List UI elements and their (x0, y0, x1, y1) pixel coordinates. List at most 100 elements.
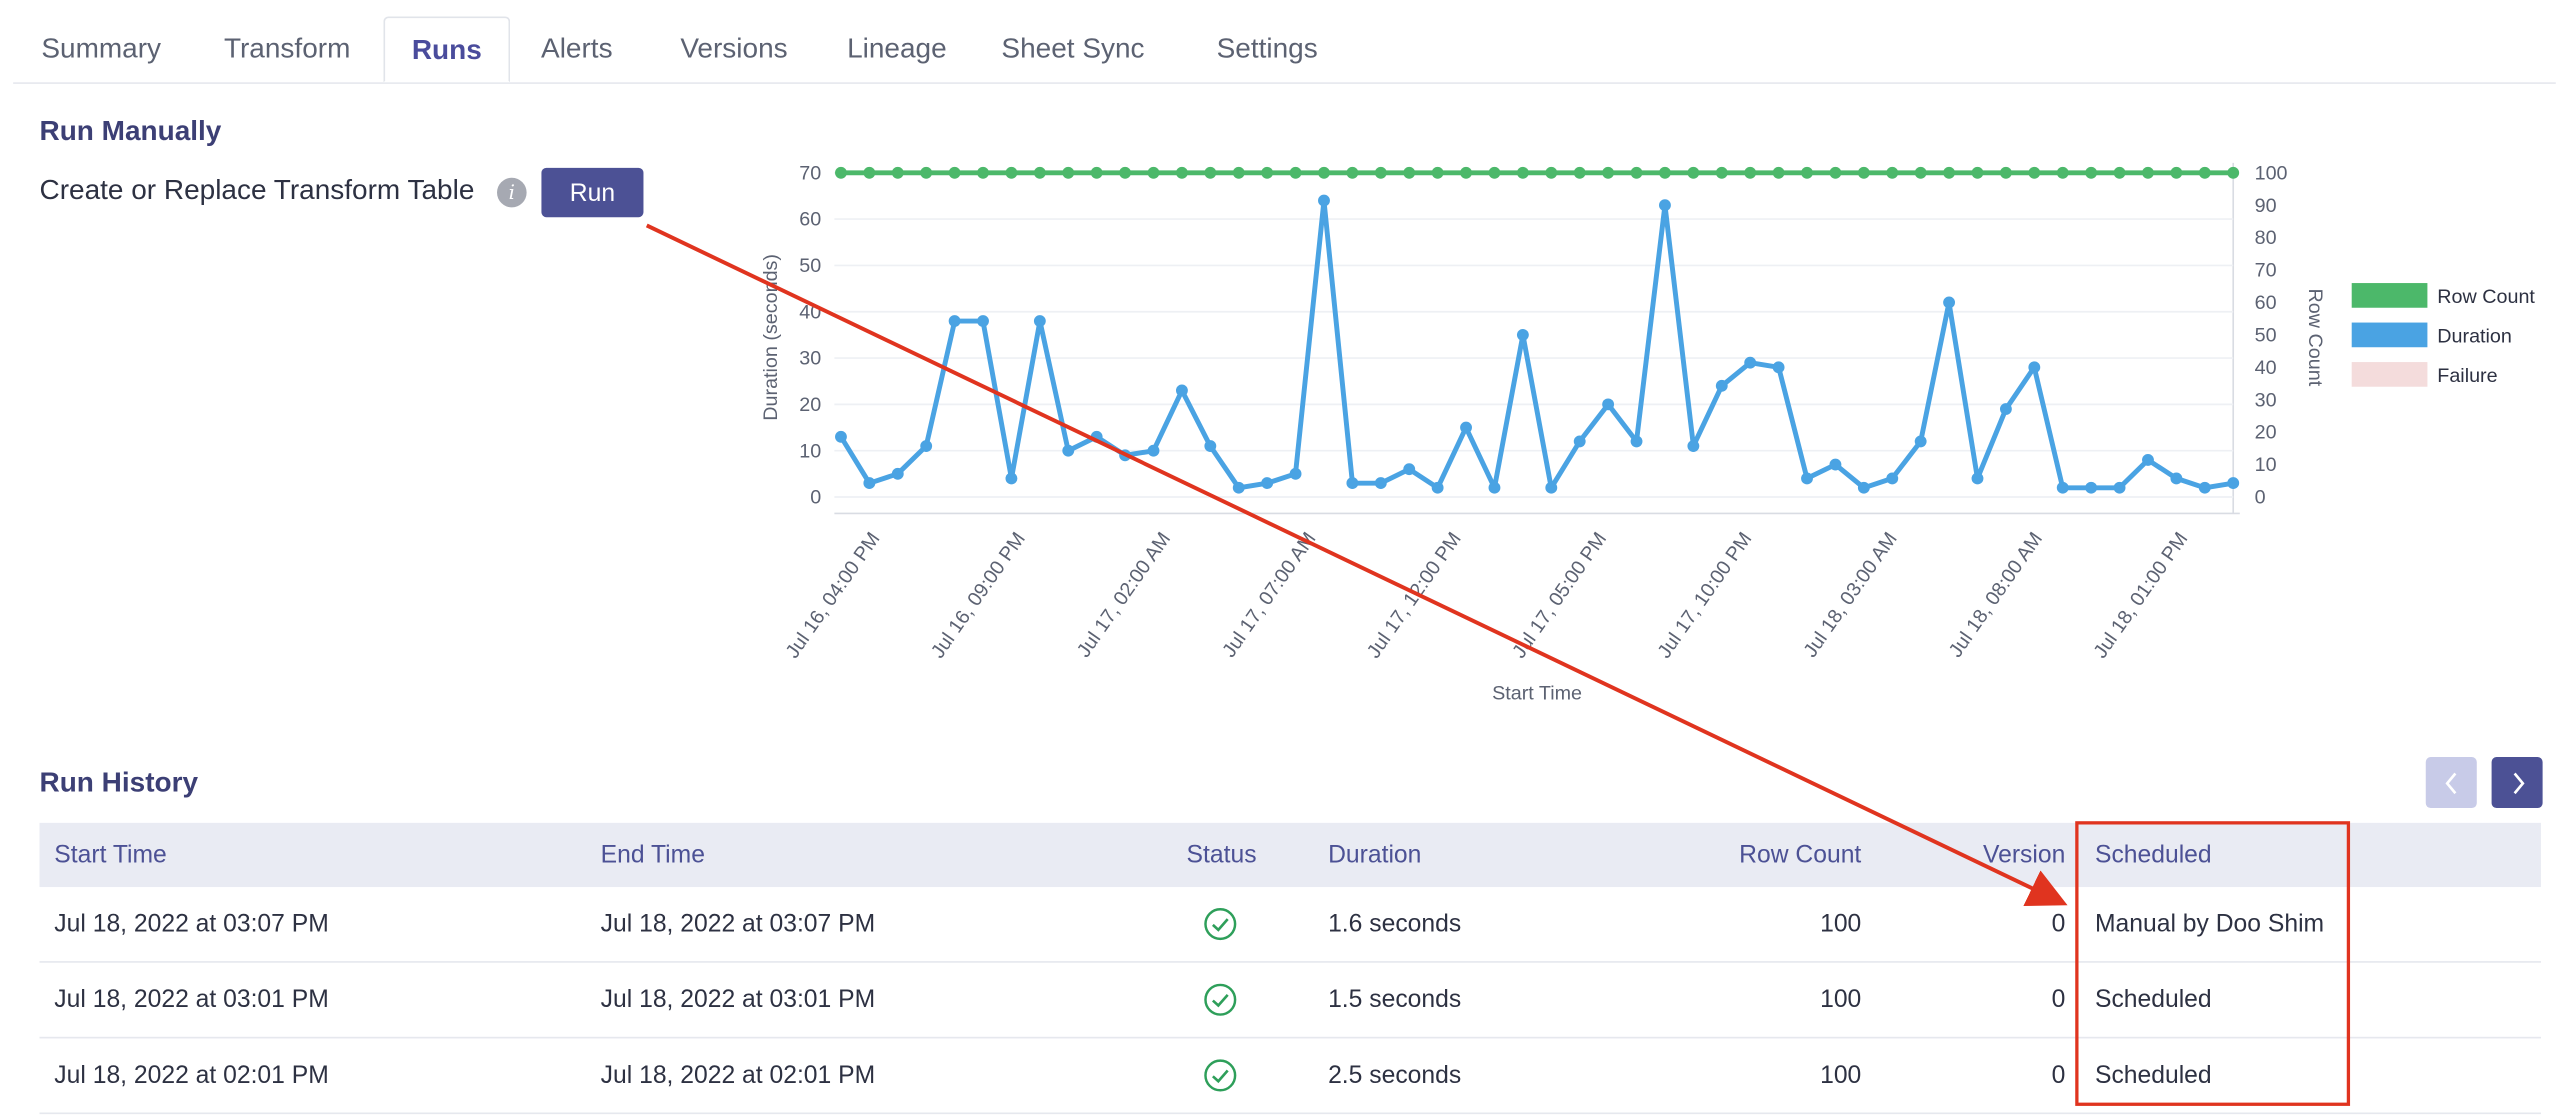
row-count-point (1715, 166, 1728, 179)
duration-point (2142, 454, 2154, 466)
row-count-point (1772, 166, 1785, 179)
tab-lineage[interactable]: Lineage (847, 32, 947, 65)
row-count-point (1175, 166, 1188, 179)
y2-tick-label: 0 (2255, 487, 2266, 509)
x-tick-label: Jul 18, 08:00 AM (1945, 528, 2047, 661)
row-count-point (1062, 166, 1075, 179)
y2-axis-title: Row Count (2304, 289, 2326, 387)
info-icon[interactable]: i (497, 177, 527, 208)
create-replace-label: Create or Replace Transform Table (39, 174, 475, 206)
col-end-time[interactable]: End Time (600, 840, 705, 869)
duration-point (1857, 481, 1870, 494)
x-tick-label: Jul 17, 05:00 PM (1508, 528, 1611, 662)
cell-start: Jul 18, 2022 at 03:01 PM (54, 985, 329, 1014)
row-count-point (1943, 166, 1956, 179)
cell-end: Jul 18, 2022 at 02:01 PM (600, 1061, 876, 1090)
row-count-point (2227, 166, 2240, 179)
row-count-point (948, 166, 961, 179)
duration-point (920, 440, 933, 452)
row-count-point (1999, 166, 2012, 179)
row-count-point (2113, 166, 2126, 179)
legend-label-row-count: Row Count (2437, 286, 2535, 308)
row-count-point (1801, 166, 1813, 179)
duration-point (835, 430, 847, 443)
duration-point (1772, 361, 1785, 374)
x-tick-label: Jul 17, 10:00 PM (1653, 528, 1756, 662)
row-count-point (1602, 166, 1615, 179)
row-count-point (1630, 166, 1643, 179)
duration-point (2028, 361, 2041, 374)
x-tick-label: Jul 17, 02:00 AM (1073, 528, 1175, 661)
tab-versions[interactable]: Versions (680, 32, 788, 65)
col-status[interactable]: Status (1186, 840, 1257, 869)
row-count-point (2056, 166, 2069, 179)
row-count-point (977, 166, 989, 179)
y2-tick-label: 60 (2255, 292, 2277, 314)
x-tick-label: Jul 17, 07:00 AM (1218, 528, 1320, 661)
tab-sheet-sync[interactable]: Sheet Sync (1001, 32, 1145, 65)
duration-point (1488, 481, 1501, 494)
success-check-icon (1204, 908, 1237, 941)
duration-point (1971, 472, 1984, 485)
duration-point (1914, 435, 1927, 448)
row-count-point (2085, 166, 2098, 179)
runs-chart: 0 10 20 30 40 50 60 70 0 10 20 30 40 50 60 70 80 90 100 Dur… (760, 162, 2536, 704)
col-scheduled[interactable]: Scheduled (2094, 840, 2212, 869)
legend-label-duration: Duration (2437, 325, 2512, 347)
cell-duration: 1.6 seconds (1328, 910, 1462, 939)
duration-point (1147, 444, 1160, 457)
row-count-point (1090, 166, 1103, 179)
table-body: Jul 18, 2022 at 03:07 PM Jul 18, 2022 at … (39, 887, 2541, 1115)
tab-runs[interactable]: Runs (383, 16, 511, 83)
tab-transform[interactable]: Transform (223, 32, 351, 65)
duration-point (1005, 472, 1018, 485)
y-tick-label: 70 (799, 162, 821, 184)
row-count-point (891, 166, 904, 179)
duration-point (1403, 463, 1416, 476)
y2-tick-label: 40 (2255, 357, 2277, 379)
col-row-count[interactable]: Row Count (1739, 840, 1862, 869)
prev-page-button[interactable] (2425, 757, 2477, 809)
row-count-point (1033, 166, 1046, 179)
duration-point (1261, 477, 1274, 490)
duration-point (1715, 379, 1728, 392)
row-count-point (1971, 166, 1984, 179)
col-duration[interactable]: Duration (1328, 840, 1422, 869)
tab-summary[interactable]: Summary (41, 32, 162, 65)
row-count-point (1545, 166, 1558, 179)
cell-start: Jul 18, 2022 at 03:07 PM (54, 910, 329, 939)
next-page-button[interactable] (2491, 757, 2543, 809)
run-button[interactable]: Run (541, 167, 644, 218)
row-count-point (1232, 166, 1245, 179)
cell-version: 0 (2051, 910, 2066, 939)
table-row: Jul 18, 2022 at 03:07 PM Jul 18, 2022 at … (39, 887, 2541, 963)
duration-point (1431, 481, 1444, 494)
duration-point (1573, 435, 1586, 448)
y2-tick-label: 90 (2255, 195, 2277, 217)
tab-alerts[interactable]: Alerts (541, 32, 613, 65)
col-version[interactable]: Version (1982, 840, 2066, 869)
cell-row-count: 100 (1820, 985, 1862, 1014)
duration-point (1289, 467, 1302, 480)
row-count-point (1374, 166, 1387, 179)
y2-tick-label: 30 (2255, 389, 2277, 411)
row-count-point (1829, 166, 1842, 179)
chevron-left-icon (2444, 771, 2456, 794)
success-check-icon (1204, 1059, 1237, 1092)
tab-settings[interactable]: Settings (1216, 32, 1318, 65)
row-count-point (1261, 166, 1274, 179)
y-tick-label: 40 (799, 301, 821, 323)
duration-point (1204, 440, 1217, 452)
duration-point (1999, 403, 2012, 415)
y-tick-label: 0 (810, 487, 821, 509)
duration-point (1630, 435, 1643, 448)
duration-point (1318, 194, 1330, 207)
y2-tick-label: 80 (2255, 227, 2277, 249)
row-count-point (1914, 166, 1927, 179)
duration-point (891, 467, 904, 480)
col-start-time[interactable]: Start Time (54, 840, 167, 869)
legend-label-failure: Failure (2437, 365, 2497, 387)
duration-point (1801, 472, 1813, 485)
duration-line (838, 198, 2234, 491)
